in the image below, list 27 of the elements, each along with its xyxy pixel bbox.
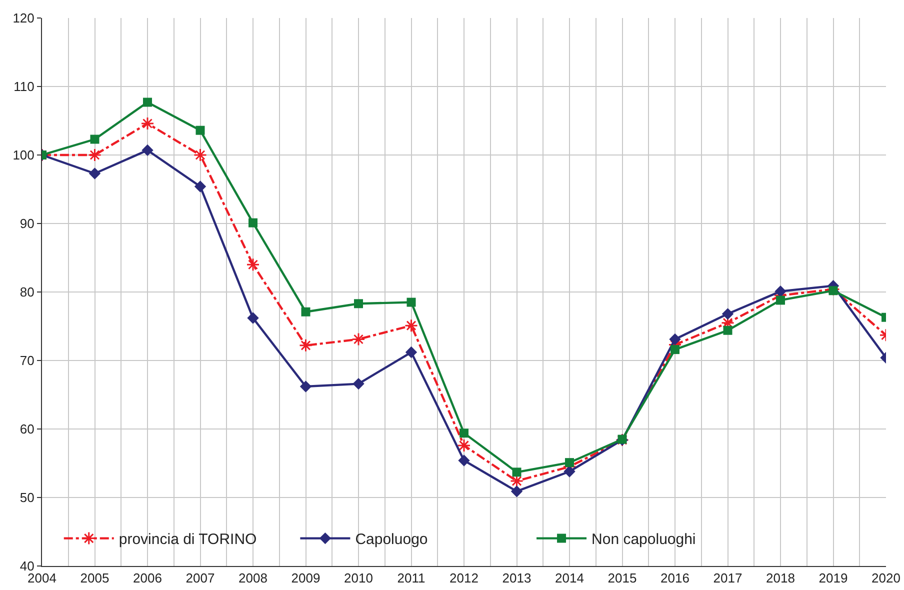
y-tick-label: 110 bbox=[14, 79, 34, 94]
x-tick-label: 2005 bbox=[80, 570, 110, 586]
x-tick-label: 2020 bbox=[872, 570, 900, 586]
legend-label: Non capoluoghi bbox=[592, 531, 696, 548]
x-tick-label: 2017 bbox=[713, 570, 742, 586]
y-tick-label: 120 bbox=[12, 10, 34, 26]
legend-label: provincia di TORINO bbox=[118, 531, 257, 548]
x-tick-label: 2009 bbox=[291, 570, 320, 586]
y-tick-label: 70 bbox=[20, 353, 34, 368]
y-tick-label: 90 bbox=[20, 216, 34, 232]
x-tick-label: 2006 bbox=[133, 570, 162, 586]
y-tick-label: 100 bbox=[12, 148, 34, 163]
x-tick-label: 2011 bbox=[397, 570, 426, 586]
y-tick-label: 60 bbox=[20, 422, 34, 437]
x-tick-label: 2007 bbox=[186, 570, 215, 586]
y-tick-label: 80 bbox=[20, 284, 34, 300]
x-tick-label: 2016 bbox=[660, 570, 690, 586]
x-tick-label: 2008 bbox=[238, 570, 268, 586]
x-tick-label: 2010 bbox=[344, 570, 373, 586]
x-tick-label: 2014 bbox=[555, 570, 584, 586]
x-tick-label: 2013 bbox=[502, 570, 532, 586]
x-tick-label: 2019 bbox=[818, 570, 848, 586]
x-tick-label: 2015 bbox=[608, 570, 637, 586]
legend-label: Capoluogo bbox=[355, 531, 428, 548]
y-tick-label: 50 bbox=[20, 490, 34, 506]
x-tick-label: 2012 bbox=[450, 570, 478, 586]
x-tick-label: 2018 bbox=[766, 570, 795, 586]
